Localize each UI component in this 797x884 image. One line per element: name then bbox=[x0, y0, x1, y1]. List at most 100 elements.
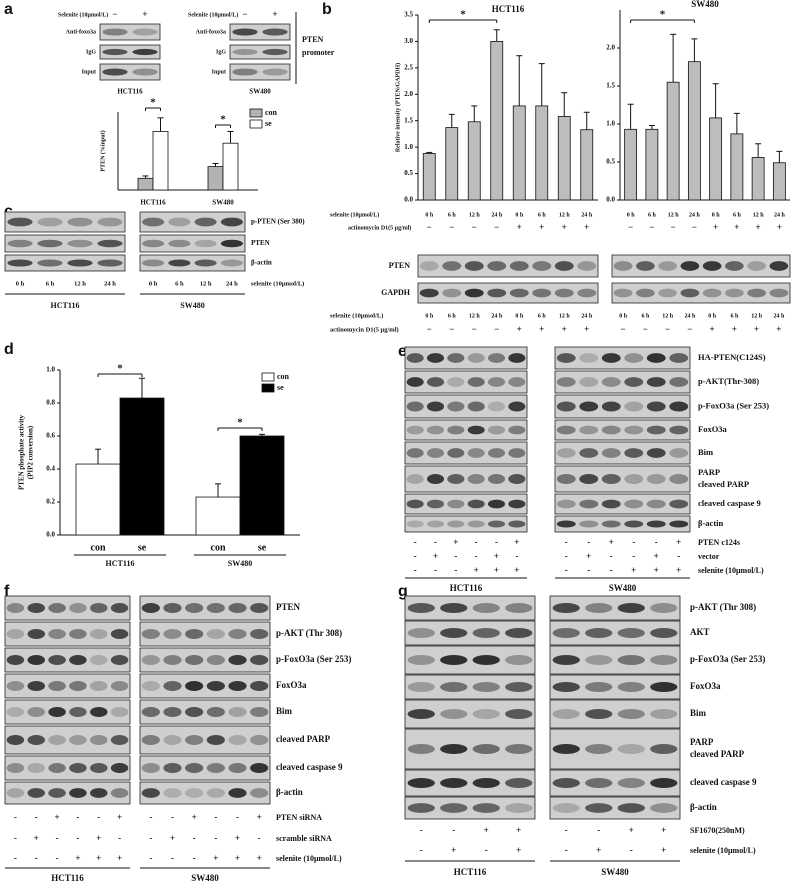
band bbox=[7, 239, 33, 248]
band bbox=[69, 603, 87, 613]
blot-strip bbox=[404, 493, 528, 515]
row-label: FoxO3a bbox=[690, 681, 721, 691]
group-label: SW480 bbox=[180, 301, 204, 310]
condition-label: selenite (10μmol/L) bbox=[251, 280, 304, 287]
sign: - bbox=[97, 812, 100, 822]
band bbox=[508, 425, 526, 435]
sign: - bbox=[610, 551, 613, 561]
sign: - bbox=[655, 537, 658, 547]
band bbox=[6, 788, 25, 798]
row-label: p-FoxO3a (Ser 253) bbox=[698, 400, 769, 410]
band bbox=[228, 707, 247, 717]
row-label: Input bbox=[212, 69, 226, 75]
band bbox=[658, 288, 677, 298]
band bbox=[508, 499, 526, 509]
band bbox=[447, 377, 465, 387]
band bbox=[532, 261, 552, 271]
band bbox=[556, 499, 576, 509]
y-tick-label: 1.0 bbox=[46, 366, 55, 374]
sign: - bbox=[214, 833, 217, 843]
panel-label: d bbox=[4, 341, 14, 358]
band bbox=[67, 259, 93, 267]
bar bbox=[119, 397, 165, 536]
band bbox=[617, 655, 645, 665]
band bbox=[37, 239, 63, 248]
bar bbox=[422, 153, 436, 201]
band bbox=[69, 707, 87, 717]
band bbox=[168, 259, 191, 267]
sign: - bbox=[632, 537, 635, 547]
band bbox=[220, 259, 243, 267]
band bbox=[585, 709, 613, 719]
significance: * bbox=[237, 417, 243, 429]
sign: - bbox=[14, 833, 17, 843]
band bbox=[769, 261, 789, 271]
sign: + bbox=[494, 551, 499, 561]
sign: - bbox=[35, 812, 38, 822]
group-label: HCT116 bbox=[51, 873, 84, 883]
y-tick-label: 1.0 bbox=[606, 120, 615, 128]
time-label: 6 h bbox=[538, 313, 547, 319]
sign: + bbox=[654, 551, 659, 561]
blot-strip bbox=[139, 621, 271, 647]
band bbox=[552, 803, 580, 813]
bar bbox=[687, 61, 701, 201]
band bbox=[6, 655, 25, 665]
condition-label: vector bbox=[698, 552, 720, 561]
band bbox=[163, 763, 182, 773]
sign: + bbox=[516, 825, 521, 835]
blot-strip bbox=[229, 44, 291, 60]
band bbox=[556, 448, 576, 458]
bar bbox=[512, 105, 526, 201]
band bbox=[472, 655, 500, 665]
band bbox=[163, 603, 182, 613]
band bbox=[579, 499, 599, 509]
bar bbox=[445, 127, 459, 201]
y-tick-label: 0.4 bbox=[46, 465, 55, 473]
band bbox=[467, 474, 485, 484]
row-label: FoxO3a bbox=[698, 424, 728, 434]
row-label: AKT bbox=[690, 627, 710, 637]
condition-label: PTEN siRNA bbox=[276, 813, 322, 822]
band bbox=[508, 474, 526, 484]
condition-label: Selenite (10μmol/L) bbox=[188, 11, 238, 18]
band bbox=[487, 499, 506, 509]
band bbox=[185, 629, 204, 639]
sign: + bbox=[732, 324, 737, 334]
band bbox=[250, 603, 269, 613]
band bbox=[636, 288, 655, 298]
band bbox=[206, 788, 225, 798]
row-label: cleaved caspase 9 bbox=[690, 777, 757, 787]
y-tick-label: 1.5 bbox=[606, 82, 615, 90]
band bbox=[141, 763, 160, 773]
band bbox=[407, 803, 435, 813]
band bbox=[250, 655, 269, 665]
band bbox=[90, 655, 108, 665]
band bbox=[69, 763, 87, 773]
x-tick-label: 6 h bbox=[648, 212, 657, 218]
band bbox=[680, 261, 700, 271]
band bbox=[110, 735, 129, 745]
sign: + bbox=[235, 833, 240, 843]
sign: + bbox=[451, 845, 456, 855]
row-label: Bim bbox=[690, 708, 707, 718]
band bbox=[646, 499, 666, 509]
band bbox=[646, 425, 666, 435]
bar bbox=[137, 177, 154, 191]
time-label: 6 h bbox=[730, 313, 739, 319]
band bbox=[579, 401, 599, 412]
blot-strip bbox=[554, 441, 691, 465]
blot-strip bbox=[417, 282, 599, 304]
band bbox=[141, 655, 160, 665]
row-label: PTEN bbox=[276, 602, 301, 612]
band bbox=[624, 499, 644, 509]
bar bbox=[207, 166, 224, 191]
row-label: HA-PTEN(C124S) bbox=[698, 352, 766, 362]
band bbox=[601, 377, 621, 387]
sign: - bbox=[565, 565, 568, 575]
band bbox=[577, 261, 597, 271]
y-tick-label: 2.0 bbox=[404, 90, 413, 98]
band bbox=[646, 520, 666, 528]
band bbox=[487, 261, 507, 271]
blot-strip bbox=[139, 699, 271, 725]
